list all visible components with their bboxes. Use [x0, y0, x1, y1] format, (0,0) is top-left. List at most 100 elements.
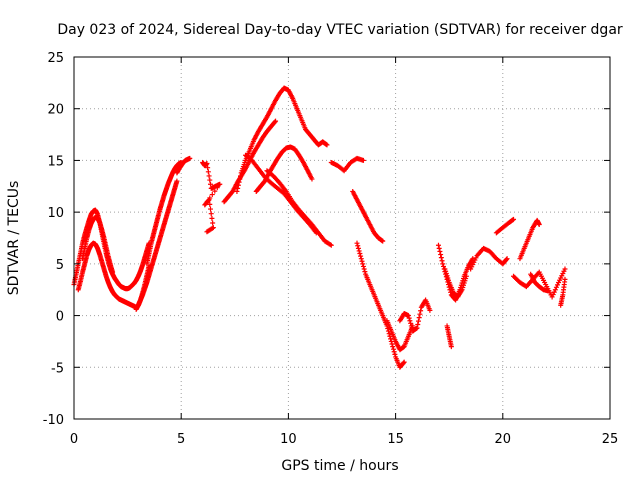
series-5	[174, 155, 193, 176]
data-point	[438, 255, 444, 261]
data-point	[209, 215, 215, 221]
data-point	[206, 197, 212, 203]
data-point	[357, 251, 363, 257]
series-22	[493, 216, 517, 236]
x-tick-label: 15	[387, 432, 404, 447]
data-point	[207, 201, 213, 207]
data-point	[110, 269, 116, 275]
data-point	[208, 206, 214, 212]
data-point	[358, 253, 364, 259]
chart-title: Day 023 of 2024, Sidereal Day-to-day VTE…	[57, 22, 623, 38]
data-point	[536, 222, 542, 228]
data-point	[204, 229, 210, 235]
data-point	[208, 181, 214, 187]
data-point	[390, 344, 396, 350]
data-point	[390, 346, 396, 352]
data-point	[359, 258, 365, 264]
plot-frame	[73, 56, 611, 420]
data-point	[407, 318, 413, 324]
data-point	[208, 211, 214, 217]
series-12	[264, 168, 334, 248]
data-point	[562, 266, 568, 272]
data-point	[205, 165, 211, 171]
data-point	[562, 276, 568, 282]
data-point	[174, 178, 180, 184]
data-point	[416, 315, 422, 321]
data-point	[427, 307, 433, 313]
data-point	[437, 248, 443, 254]
data-point	[354, 240, 360, 246]
data-point	[205, 169, 211, 175]
series-13	[328, 155, 366, 174]
data-point	[214, 185, 220, 191]
series-24	[528, 271, 551, 294]
data-point	[217, 181, 223, 187]
data-point	[448, 344, 454, 350]
data-point	[362, 269, 368, 275]
data-point	[414, 325, 420, 331]
x-tick-label: 25	[602, 432, 619, 447]
data-point	[417, 311, 423, 317]
y-tick-label: 5	[56, 258, 64, 273]
data-point	[355, 243, 361, 249]
data-point	[207, 177, 213, 183]
data-point	[358, 256, 364, 262]
data-point	[324, 142, 330, 148]
y-axis-ticks: -10 -5 0 5 10 15 20 25	[43, 51, 610, 428]
data-point	[435, 242, 441, 248]
data-point	[463, 273, 469, 279]
y-tick-label: -10	[43, 413, 64, 428]
data-points	[71, 85, 568, 370]
data-point	[436, 245, 442, 251]
data-point	[440, 261, 446, 267]
series-1	[75, 240, 152, 310]
data-point	[553, 284, 559, 290]
series-3	[144, 159, 184, 267]
data-point	[400, 360, 406, 366]
x-tick-label: 5	[177, 432, 185, 447]
x-tick-label: 10	[280, 432, 297, 447]
y-tick-label: 10	[47, 206, 64, 221]
series-14	[350, 188, 386, 244]
data-point	[438, 252, 444, 258]
data-point	[380, 238, 386, 244]
data-point	[388, 336, 394, 342]
data-point	[389, 341, 395, 347]
data-point	[328, 242, 334, 248]
data-point	[205, 198, 211, 204]
data-point	[418, 308, 424, 314]
x-axis-label: GPS time / hours	[281, 458, 398, 474]
data-point	[391, 349, 397, 355]
series-10	[243, 152, 319, 236]
series-9	[221, 118, 279, 205]
series-8	[294, 106, 330, 148]
y-tick-label: 25	[47, 51, 64, 66]
series-26	[558, 276, 568, 308]
data-point	[405, 313, 411, 319]
data-point	[204, 161, 210, 167]
data-point	[360, 263, 366, 269]
series-20	[444, 323, 454, 350]
data-point	[234, 188, 240, 194]
data-point	[415, 318, 421, 324]
data-point	[273, 118, 279, 124]
data-point	[401, 359, 407, 365]
series-25	[511, 266, 568, 300]
data-point	[209, 192, 215, 198]
data-point	[408, 320, 414, 326]
data-point	[356, 248, 362, 254]
x-axis-ticks: 0 5 10 15 20 25	[70, 57, 618, 447]
data-point	[511, 216, 517, 222]
data-point	[406, 315, 412, 321]
series-2	[80, 214, 116, 275]
data-point	[309, 176, 315, 182]
grid-lines	[74, 57, 610, 419]
data-point	[388, 338, 394, 344]
data-point	[187, 155, 193, 161]
data-point	[503, 257, 509, 263]
data-point	[360, 261, 366, 267]
data-point	[551, 289, 557, 295]
data-point	[504, 256, 510, 262]
data-point	[554, 282, 560, 288]
data-point	[361, 266, 367, 272]
